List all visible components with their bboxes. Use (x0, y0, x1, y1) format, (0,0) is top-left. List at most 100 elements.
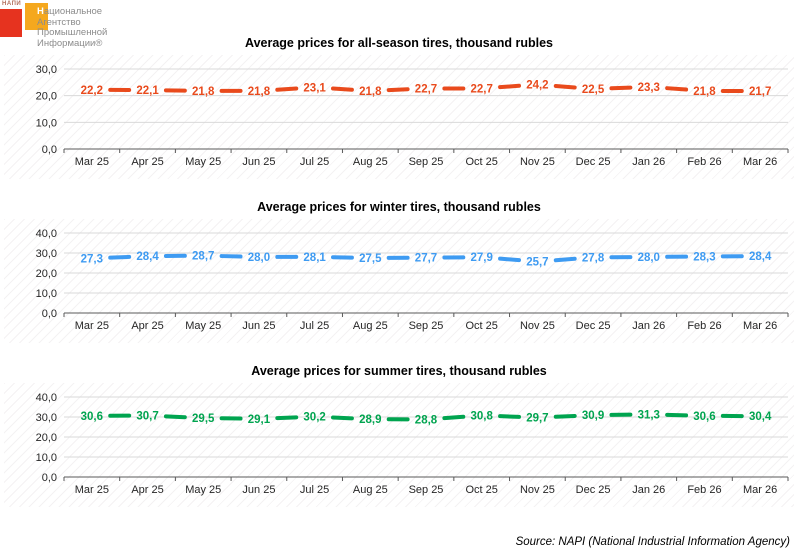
svg-text:30,2: 30,2 (303, 412, 325, 424)
svg-text:Mar 25: Mar 25 (75, 484, 109, 496)
napi-mini-wordmark: НАПИ (2, 1, 22, 7)
chart-all-season: Average prices for all-season tires, tho… (4, 36, 794, 179)
svg-text:28,4: 28,4 (749, 251, 772, 263)
all-season-line-chart: 0,0 10,0 20,0 30,0 Mar 25 Apr 25 May 25 Jun 25 J… (36, 64, 789, 168)
svg-text:Sep 25: Sep 25 (409, 320, 444, 332)
svg-text:27,7: 27,7 (415, 253, 437, 265)
svg-text:0,0: 0,0 (42, 472, 57, 484)
svg-text:Feb 26: Feb 26 (687, 320, 721, 332)
svg-text:Oct 25: Oct 25 (465, 484, 497, 496)
chart-title: Average prices for summer tires, thousan… (251, 364, 547, 378)
svg-text:Mar 25: Mar 25 (75, 156, 109, 168)
svg-text:0,0: 0,0 (42, 144, 57, 156)
svg-text:May 25: May 25 (185, 320, 221, 332)
svg-text:30,0: 30,0 (36, 248, 57, 260)
svg-text:21,7: 21,7 (749, 86, 771, 98)
svg-text:20,0: 20,0 (36, 91, 57, 103)
svg-text:30,7: 30,7 (136, 411, 158, 423)
svg-text:30,0: 30,0 (36, 64, 57, 76)
svg-text:Jan 26: Jan 26 (632, 320, 665, 332)
chart-plot-area: 0,0 10,0 20,0 30,0 40,0 Mar 25 Apr 25 May 25 Jun… (4, 383, 794, 507)
svg-text:Sep 25: Sep 25 (409, 156, 444, 168)
svg-text:Jun 25: Jun 25 (242, 484, 275, 496)
svg-text:10,0: 10,0 (36, 117, 57, 129)
chart-winter: Average prices for winter tires, thousan… (4, 200, 794, 343)
svg-text:Jul 25: Jul 25 (300, 320, 329, 332)
svg-text:Mar 26: Mar 26 (743, 484, 777, 496)
svg-text:10,0: 10,0 (36, 452, 57, 464)
svg-text:Feb 26: Feb 26 (687, 484, 721, 496)
chart-plot-area: 0,0 10,0 20,0 30,0 40,0 Mar 25 Apr 25 May 25 Jun… (4, 219, 794, 343)
chart-title: Average prices for winter tires, thousan… (257, 200, 541, 214)
svg-text:27,3: 27,3 (81, 253, 103, 265)
svg-text:40,0: 40,0 (36, 392, 57, 404)
svg-text:31,3: 31,3 (638, 409, 660, 421)
svg-text:23,3: 23,3 (638, 82, 660, 94)
svg-text:29,1: 29,1 (248, 414, 271, 426)
svg-text:Jan 26: Jan 26 (632, 484, 665, 496)
chart-summer: Average prices for summer tires, thousan… (4, 364, 794, 507)
svg-text:23,1: 23,1 (303, 82, 326, 94)
svg-text:Jul 25: Jul 25 (300, 484, 329, 496)
svg-text:Mar 26: Mar 26 (743, 156, 777, 168)
svg-text:May 25: May 25 (185, 156, 221, 168)
svg-text:Dec 25: Dec 25 (576, 320, 611, 332)
svg-text:28,9: 28,9 (359, 414, 381, 426)
svg-text:Feb 26: Feb 26 (687, 156, 721, 168)
svg-text:0,0: 0,0 (42, 308, 57, 320)
napi-logo: НАПИ Национальное Агентство Промышленной Ин… (0, 0, 180, 56)
svg-text:22,1: 22,1 (136, 85, 159, 97)
svg-text:Apr 25: Apr 25 (131, 156, 163, 168)
svg-text:Nov 25: Nov 25 (520, 484, 555, 496)
svg-text:Dec 25: Dec 25 (576, 484, 611, 496)
svg-text:Aug 25: Aug 25 (353, 484, 388, 496)
svg-text:27,8: 27,8 (582, 252, 605, 264)
svg-text:24,2: 24,2 (526, 79, 548, 91)
svg-text:30,4: 30,4 (749, 411, 772, 423)
svg-text:28,4: 28,4 (136, 251, 159, 263)
svg-text:Dec 25: Dec 25 (576, 156, 611, 168)
svg-text:Mar 26: Mar 26 (743, 320, 777, 332)
svg-text:Nov 25: Nov 25 (520, 156, 555, 168)
svg-text:Apr 25: Apr 25 (131, 484, 163, 496)
svg-text:28,8: 28,8 (415, 414, 438, 426)
svg-text:27,9: 27,9 (470, 252, 492, 264)
svg-text:28,3: 28,3 (693, 251, 715, 263)
svg-text:29,5: 29,5 (192, 413, 215, 425)
svg-text:Jun 25: Jun 25 (242, 156, 275, 168)
logo-agency-name: Национальное Агентство Промышленной Информа… (37, 6, 108, 49)
source-note: Source: NAPI (National Industrial Inform… (515, 536, 790, 548)
svg-text:Jan 26: Jan 26 (632, 156, 665, 168)
svg-text:Jul 25: Jul 25 (300, 156, 329, 168)
svg-text:30,8: 30,8 (470, 410, 493, 422)
svg-text:20,0: 20,0 (36, 432, 57, 444)
svg-text:10,0: 10,0 (36, 288, 57, 300)
svg-text:22,7: 22,7 (470, 83, 492, 95)
winter-line-chart: 0,0 10,0 20,0 30,0 40,0 Mar 25 Apr 25 May 25 Jun… (36, 228, 789, 332)
svg-text:28,7: 28,7 (192, 251, 214, 263)
svg-text:28,0: 28,0 (248, 252, 270, 264)
charts-column: Average prices for all-season tires, tho… (4, 36, 794, 507)
svg-text:Sep 25: Sep 25 (409, 484, 444, 496)
summer-line-chart: 0,0 10,0 20,0 30,0 40,0 Mar 25 Apr 25 May 25 Jun… (36, 392, 789, 496)
svg-text:Oct 25: Oct 25 (465, 320, 497, 332)
svg-text:30,9: 30,9 (582, 410, 604, 422)
svg-text:30,0: 30,0 (36, 412, 57, 424)
svg-text:22,2: 22,2 (81, 85, 103, 97)
svg-text:22,7: 22,7 (415, 83, 437, 95)
svg-text:28,1: 28,1 (303, 252, 326, 264)
svg-text:40,0: 40,0 (36, 228, 57, 240)
svg-text:Apr 25: Apr 25 (131, 320, 163, 332)
svg-text:21,8: 21,8 (248, 86, 271, 98)
svg-text:28,0: 28,0 (638, 252, 660, 264)
svg-text:27,5: 27,5 (359, 253, 382, 265)
svg-text:Aug 25: Aug 25 (353, 320, 388, 332)
svg-text:30,6: 30,6 (81, 411, 103, 423)
chart-plot-area: 0,0 10,0 20,0 30,0 Mar 25 Apr 25 May 25 Jun 25 J… (4, 55, 794, 179)
svg-text:21,8: 21,8 (192, 86, 215, 98)
svg-text:21,8: 21,8 (359, 86, 382, 98)
chart-title: Average prices for all-season tires, tho… (245, 36, 553, 50)
svg-text:Oct 25: Oct 25 (465, 156, 497, 168)
svg-text:21,8: 21,8 (693, 86, 716, 98)
